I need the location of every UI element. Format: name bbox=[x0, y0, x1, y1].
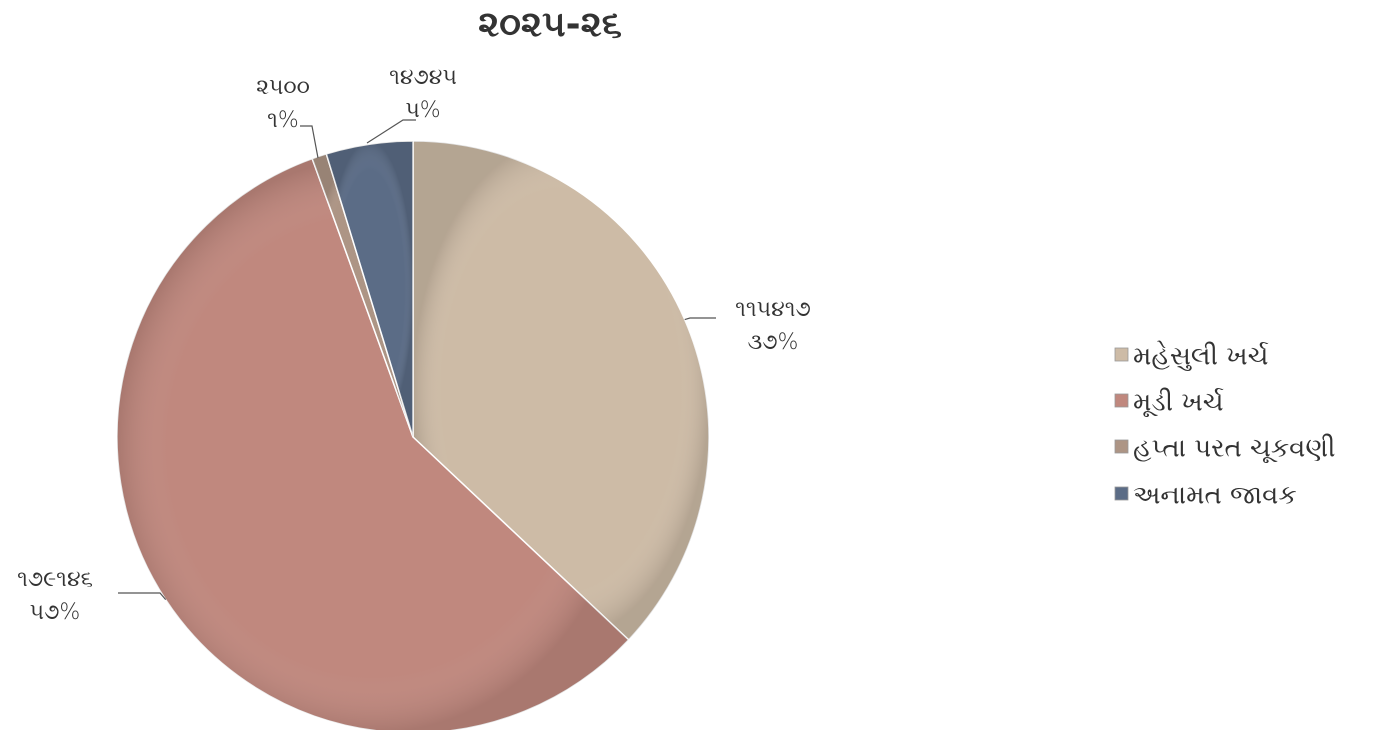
legend-swatch bbox=[1114, 393, 1129, 408]
leader-line bbox=[300, 125, 319, 159]
legend-swatch bbox=[1114, 347, 1129, 362]
percent-label: ૫% bbox=[405, 98, 440, 123]
slice-shade bbox=[326, 141, 413, 437]
legend-label: અનામત જાવક bbox=[1133, 481, 1297, 511]
value-label: ૧૪૭૪૫ bbox=[389, 65, 457, 90]
leader-line bbox=[118, 592, 167, 601]
legend-label: મૂડી ખર્ચ bbox=[1133, 388, 1224, 418]
legend-swatch bbox=[1114, 486, 1129, 501]
value-label: ૧૭૯૧૪૬ bbox=[17, 567, 93, 592]
percent-label: ૧% bbox=[267, 108, 299, 133]
slice-shade bbox=[413, 141, 710, 640]
value-label: ૧૧૫૪૧૭ bbox=[735, 297, 811, 322]
chart-title: ૨૦૨૫-૨૬ bbox=[478, 4, 622, 45]
slice-shade bbox=[312, 153, 413, 437]
leader-line bbox=[684, 317, 716, 321]
percent-label: ૩૭% bbox=[748, 330, 799, 355]
legend: મહેસુલી ખર્ચ મૂડી ખર્ચ હપ્તા પરત ચૂકવણી અના… bbox=[1114, 341, 1335, 511]
legend-swatch bbox=[1114, 439, 1129, 454]
slice-shade bbox=[117, 158, 629, 734]
legend-label: મહેસુલી ખર્ચ bbox=[1133, 341, 1268, 371]
legend-label: હપ્તા પરત ચૂકવણી bbox=[1133, 434, 1335, 464]
value-label: ૨૫૦૦ bbox=[256, 75, 310, 100]
pie bbox=[116, 140, 710, 734]
percent-label: ૫૭% bbox=[30, 600, 81, 625]
leader-line bbox=[366, 119, 416, 144]
data-labels: ૧૧૫૪૧૭ ૩૭% ૧૭૯૧૪૬ ૫૭% ૨૫૦૦ ૧% ૧૪૭૪૫ ૫% bbox=[17, 65, 811, 625]
